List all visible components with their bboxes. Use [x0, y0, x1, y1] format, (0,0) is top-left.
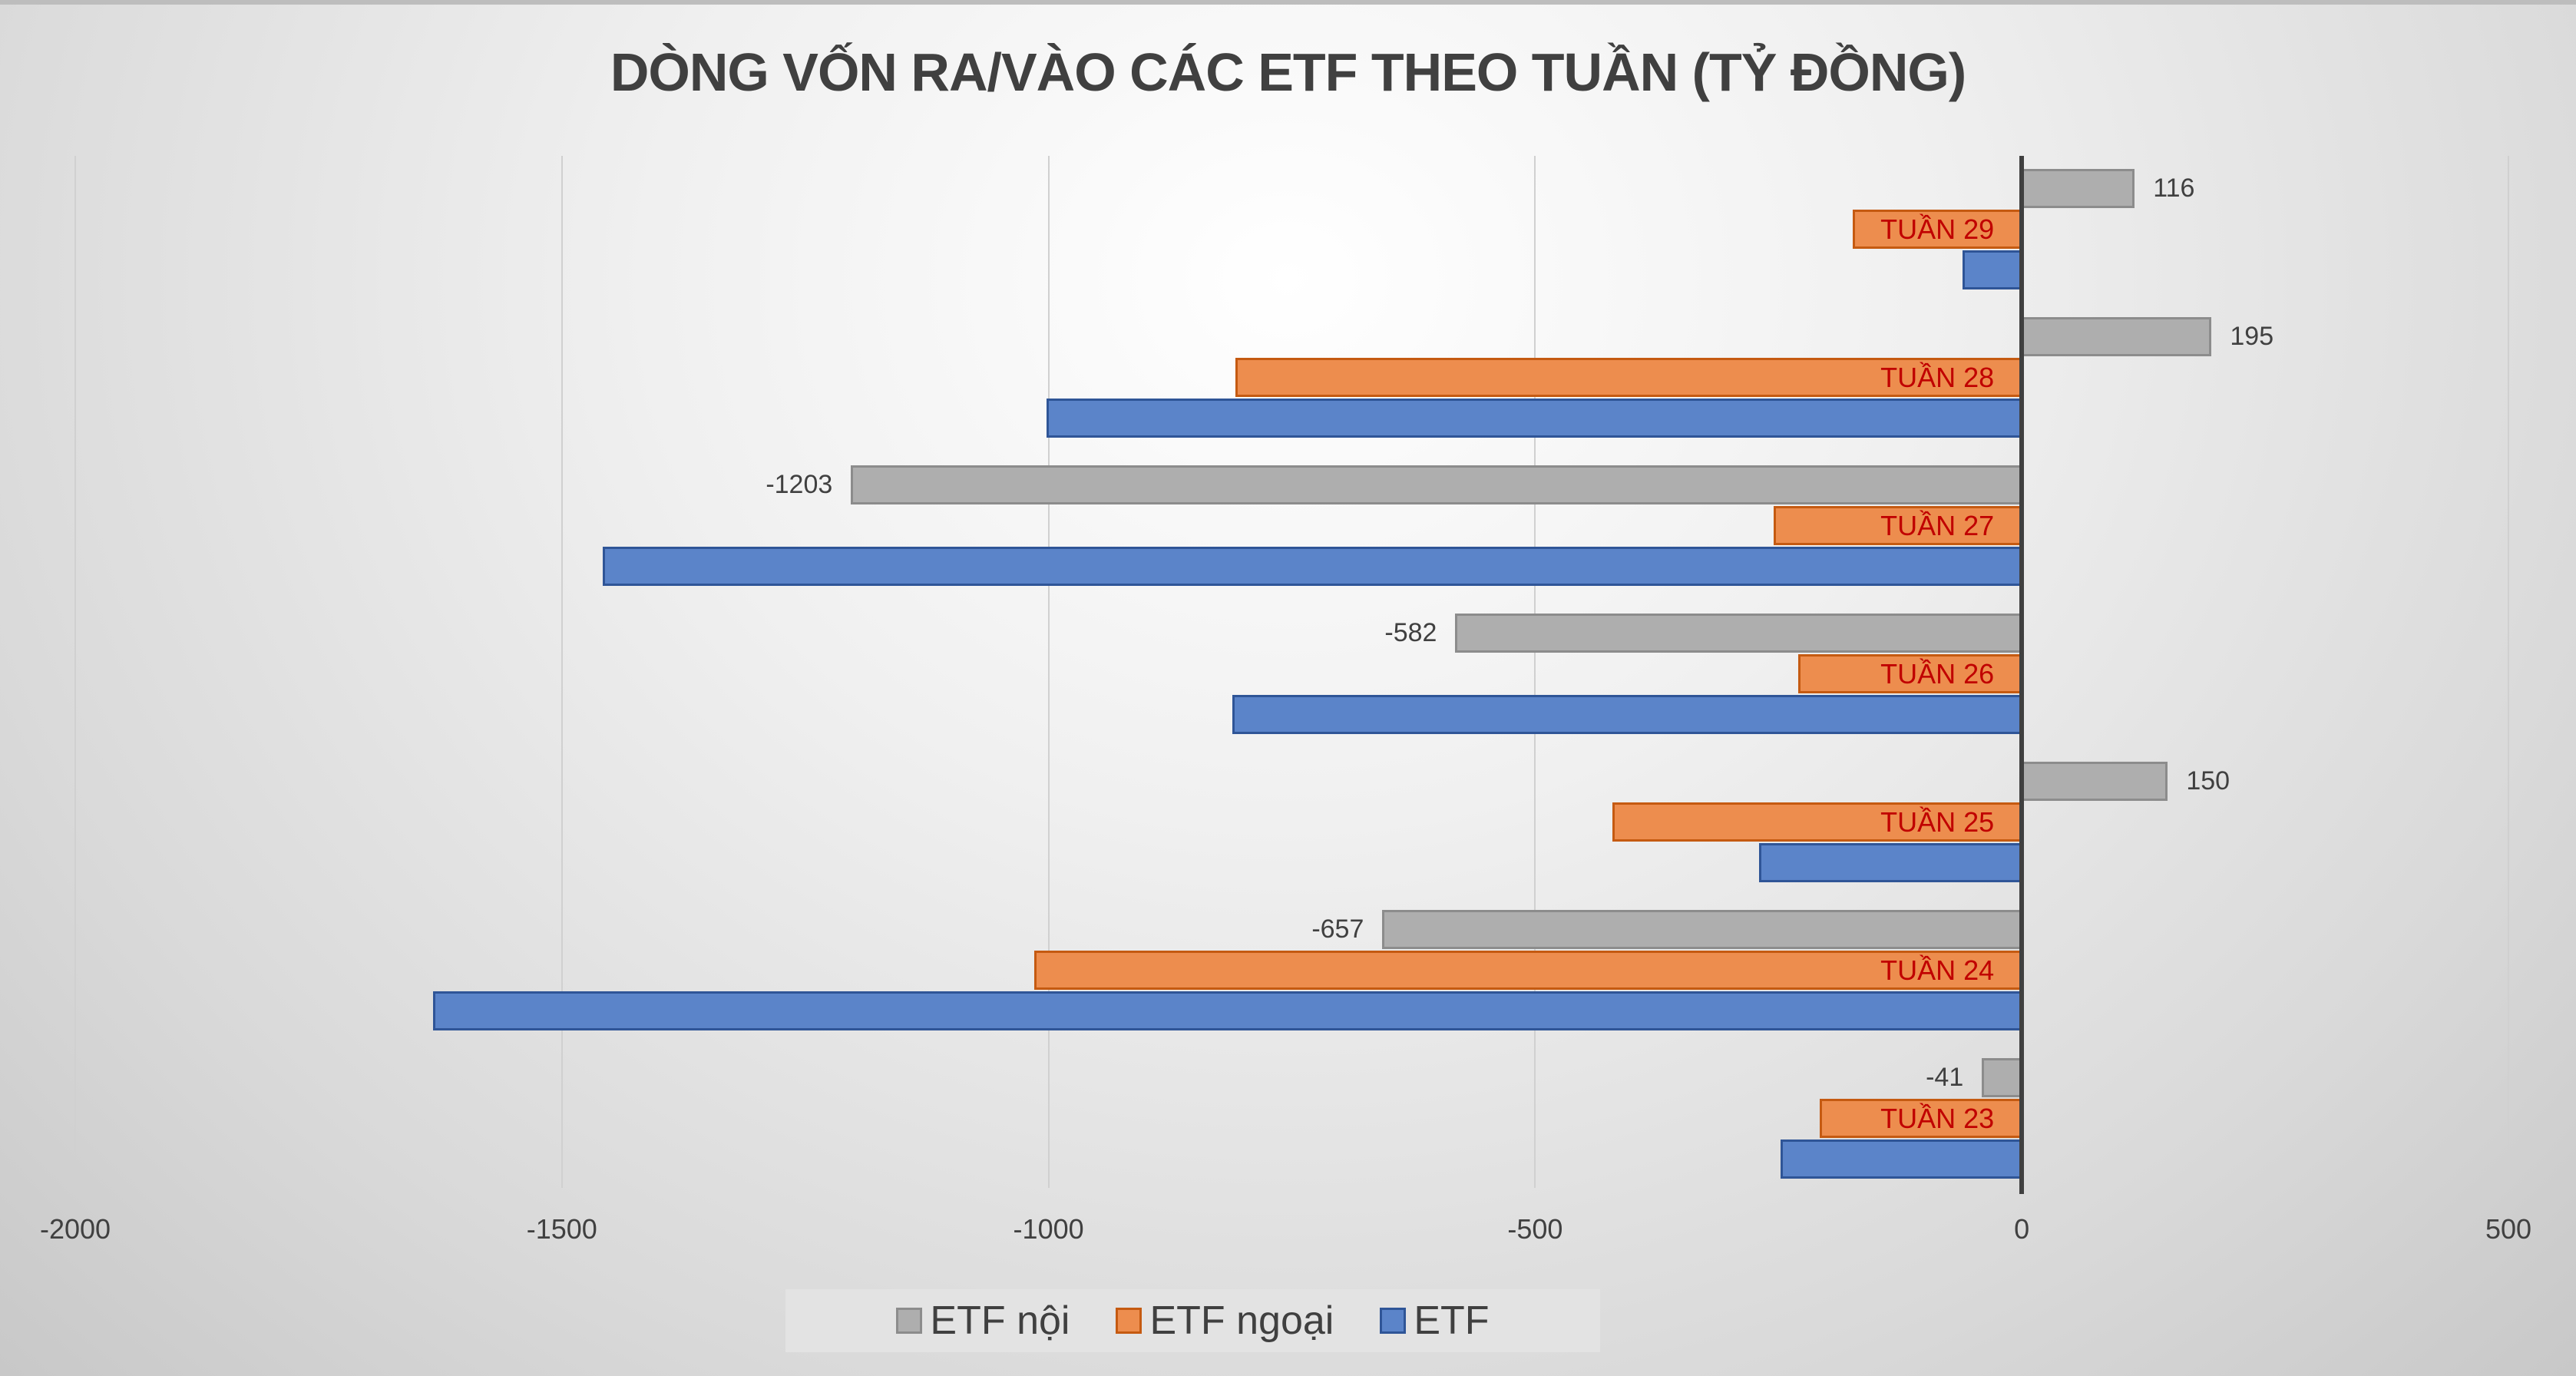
legend-label: ETF nội [930, 1298, 1070, 1343]
bar-noi [2022, 169, 2135, 208]
bar-etf [1758, 843, 2022, 882]
bar-etf [433, 991, 2022, 1030]
bar-etf [1232, 695, 2022, 734]
legend-item-etf-ngoai: ETF ngoại [1116, 1298, 1334, 1344]
x-tick-label: -1000 [1013, 1213, 1084, 1245]
gridline [1047, 156, 1050, 1188]
category-label: TUẦN 27 [1880, 510, 1995, 541]
legend: ETF nội ETF ngoại ETF [785, 1289, 1600, 1352]
data-label: 150 [2186, 766, 2230, 796]
bar-ngoai [1773, 506, 2022, 545]
bar-noi [1382, 910, 2022, 949]
legend-swatch-etf-ngoai [1116, 1308, 1143, 1334]
data-label: 116 [2153, 174, 2195, 203]
bar-noi [1982, 1058, 2022, 1097]
category-label: TUẦN 25 [1880, 806, 1995, 838]
gridline [561, 156, 563, 1188]
bar-ngoai [1852, 210, 2022, 249]
zero-axis-line [2019, 156, 2025, 1194]
category-label: TUẦN 29 [1880, 213, 1995, 245]
category-label: TUẦN 28 [1880, 362, 1995, 393]
data-label: -657 [1311, 915, 1364, 944]
bar-ngoai [1235, 358, 2022, 397]
legend-swatch-etf-noi [896, 1308, 923, 1334]
bar-noi [2022, 317, 2212, 356]
bar-ngoai [1033, 951, 2022, 990]
legend-item-etf: ETF [1380, 1298, 1490, 1344]
bar-ngoai [1612, 802, 2022, 842]
x-tick-label: -500 [1507, 1213, 1563, 1245]
x-tick-label: 0 [2014, 1213, 2030, 1245]
bar-noi [2022, 762, 2168, 801]
gridline [2508, 156, 2509, 1188]
bar-etf [1780, 1140, 2022, 1179]
legend-item-etf-noi: ETF nội [896, 1298, 1070, 1344]
bar-ngoai [1819, 1099, 2022, 1138]
chart-title: DÒNG VỐN RA/VÀO CÁC ETF THEO TUẦN (TỶ ĐỒ… [610, 42, 1966, 102]
gridline [1534, 156, 1536, 1188]
legend-label: ETF [1414, 1298, 1490, 1343]
x-tick-label: -2000 [39, 1213, 111, 1245]
bar-etf [1047, 399, 2022, 438]
category-label: TUẦN 26 [1880, 658, 1995, 690]
data-label: -1203 [766, 470, 833, 499]
legend-label: ETF ngoại [1149, 1298, 1334, 1343]
x-tick-label: 500 [2485, 1213, 2532, 1245]
gridline [74, 156, 76, 1188]
bar-etf [1962, 250, 2022, 289]
category-label: TUẦN 24 [1880, 954, 1995, 986]
data-label: -41 [1926, 1063, 1964, 1092]
bar-etf [603, 547, 2022, 586]
bar-noi [851, 465, 2022, 504]
data-label: 195 [2230, 322, 2274, 351]
category-label: TUẦN 23 [1880, 1103, 1995, 1134]
data-label: -582 [1384, 618, 1437, 647]
legend-swatch-etf [1380, 1308, 1407, 1334]
x-tick-label: -1500 [526, 1213, 597, 1245]
bar-noi [1455, 614, 2022, 653]
